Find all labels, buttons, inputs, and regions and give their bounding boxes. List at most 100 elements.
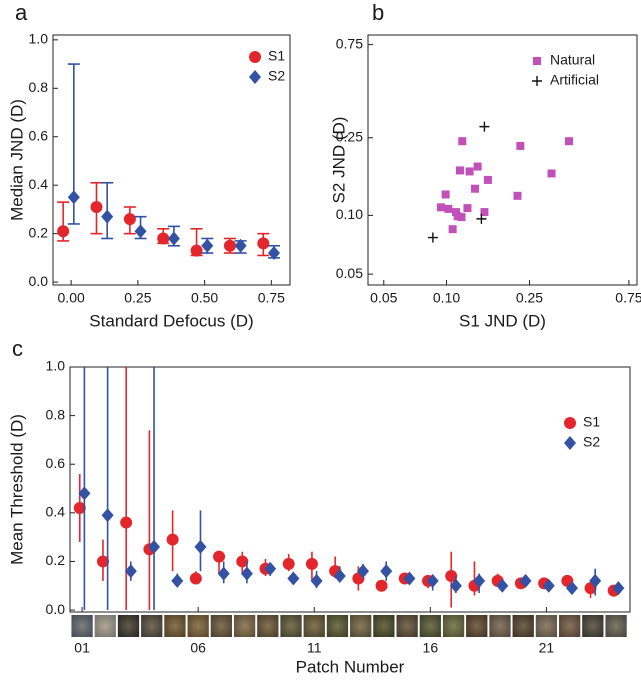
y-tick-label: 0.2 [46, 552, 66, 568]
x-tick-label: 06 [190, 640, 206, 656]
thumbnail [582, 615, 604, 637]
thumbnail-shade [94, 615, 116, 637]
thumbnail [94, 615, 116, 637]
marker-diamond [519, 573, 532, 588]
x-tick-label: 0.05 [370, 290, 397, 306]
thumbnail-shade [233, 615, 256, 637]
marker-diamond [240, 566, 253, 581]
legend-label: Artificial [550, 72, 599, 88]
legend-label: S2 [583, 434, 600, 450]
panel-label: b [372, 0, 384, 25]
y-tick-label: 0.8 [46, 406, 66, 422]
marker-square [513, 191, 522, 200]
x-tick-label: 11 [307, 640, 322, 656]
thumbnail-shade [210, 615, 232, 637]
marker-diamond [287, 571, 300, 586]
y-axis-label: Mean Threshold (D) [7, 414, 26, 565]
marker-diamond [612, 581, 625, 596]
marker-circle [157, 232, 170, 245]
marker-diamond [565, 581, 578, 596]
y-tick-label: 0.4 [46, 504, 66, 520]
x-tick-label: 0.75 [258, 290, 285, 306]
thumbnail-shade [141, 615, 163, 637]
marker-square [436, 203, 445, 212]
legend-label: S1 [583, 414, 600, 430]
thumbnail-shade [512, 615, 534, 637]
plot-frame [367, 34, 638, 286]
marker-diamond [403, 571, 416, 586]
thumbnail [187, 615, 209, 637]
marker-square [471, 184, 480, 193]
plot-area [427, 121, 574, 243]
thumbnail [559, 615, 581, 637]
thumbnail [303, 615, 325, 637]
legend-marker [249, 70, 261, 84]
y-tick-label: 0.6 [29, 127, 49, 143]
legend-marker [564, 436, 576, 450]
thumbnail [280, 615, 302, 637]
x-axis-label: Patch Number [296, 657, 405, 676]
marker-circle [257, 237, 270, 250]
marker-diamond [167, 231, 180, 246]
marker-diamond [473, 573, 486, 588]
legend-marker [564, 417, 576, 429]
plot-area [57, 63, 280, 261]
x-tick-label: 0.50 [191, 290, 218, 306]
marker-diamond [496, 578, 509, 593]
series [73, 367, 620, 611]
marker-circle [236, 555, 249, 568]
y-tick-label: 0.6 [46, 455, 66, 471]
marker-circle [305, 557, 318, 570]
marker-square [451, 208, 460, 217]
x-axis-label: Standard Defocus (D) [89, 311, 253, 330]
marker-circle [189, 572, 202, 585]
marker-diamond [194, 539, 207, 554]
thumbnail-shade [280, 615, 302, 637]
y-tick-label: 0.0 [46, 601, 66, 617]
y-axis-label: S2 JND (D) [329, 117, 348, 204]
marker-diamond [542, 578, 555, 593]
marker-circle [375, 579, 388, 592]
thumbnail-shade [117, 615, 140, 637]
marker-circle [223, 239, 236, 252]
thumbnail-shade [396, 615, 418, 637]
thumbnail [373, 615, 395, 637]
marker-diamond [234, 238, 247, 253]
marker-circle [90, 200, 103, 213]
marker-square [458, 137, 467, 146]
y-tick-label: 1.0 [46, 358, 66, 374]
thumbnail [71, 615, 93, 637]
thumbnail-shade [442, 615, 465, 637]
marker-diamond [217, 566, 230, 581]
marker-square [455, 166, 464, 175]
plot-frame [69, 366, 631, 613]
marker-diamond [264, 561, 277, 576]
thumbnail [257, 615, 279, 637]
marker-diamond [101, 209, 114, 224]
marker-diamond [589, 573, 602, 588]
marker-diamond [67, 190, 80, 205]
thumbnail [350, 615, 372, 637]
thumbnail-shade [559, 615, 581, 637]
marker-square [444, 204, 453, 213]
y-tick-label: 0.05 [336, 265, 363, 281]
thumbnail-shade [303, 615, 325, 637]
series [57, 181, 270, 257]
marker-square [463, 204, 472, 213]
marker-diamond [267, 246, 280, 261]
marker-circle [282, 557, 295, 570]
thumbnail [442, 615, 465, 637]
marker-diamond [101, 508, 114, 523]
marker-circle [57, 225, 70, 238]
thumbnail [396, 615, 418, 637]
thumbnail [141, 615, 163, 637]
y-tick-label: 0.8 [29, 79, 49, 95]
y-tick-label: 0.2 [29, 224, 49, 240]
thumbnail [117, 615, 140, 637]
x-tick-label: 01 [74, 640, 90, 656]
thumbnail-shade [373, 615, 395, 637]
y-tick-label: 0.75 [336, 35, 363, 51]
legend-label: Natural [550, 52, 595, 68]
marker-circle [190, 244, 203, 257]
